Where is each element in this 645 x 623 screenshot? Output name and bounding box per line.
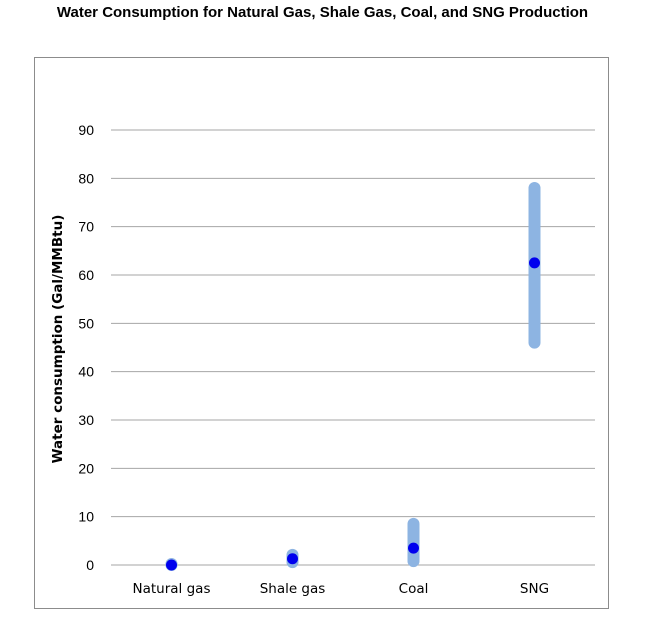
x-category-label-coal: Coal <box>399 581 429 597</box>
y-tick-label: 10 <box>78 509 94 525</box>
chart-title: Water Consumption for Natural Gas, Shale… <box>56 4 589 21</box>
y-tick-label: 20 <box>78 460 94 476</box>
y-tick-label: 70 <box>78 219 94 235</box>
x-category-label-sng: SNG <box>520 581 549 597</box>
x-category-label-shale-gas: Shale gas <box>260 581 326 597</box>
data-point-coal <box>408 542 419 554</box>
y-tick-label: 80 <box>78 170 94 186</box>
y-tick-label: 40 <box>78 364 94 380</box>
data-point-natural-gas <box>166 559 177 571</box>
x-category-label-natural-gas: Natural gas <box>133 581 211 597</box>
data-point-shale-gas <box>287 553 298 565</box>
y-tick-label: 60 <box>78 267 94 283</box>
x-category-labels: Natural gas Shale gas Coal SNG <box>133 581 550 597</box>
y-tick-label: 30 <box>78 412 94 428</box>
gridlines <box>111 129 595 566</box>
y-tick-label: 50 <box>78 315 94 331</box>
data-points <box>166 257 540 571</box>
y-axis-label: Water consumption (Gal/MMBtu) <box>50 215 66 464</box>
range-bars <box>165 182 541 571</box>
data-point-sng <box>529 257 540 269</box>
y-tick-label: 0 <box>86 557 94 573</box>
y-tick-labels: 0 10 20 30 40 50 60 70 80 90 <box>78 122 94 573</box>
y-tick-label: 90 <box>78 122 94 138</box>
